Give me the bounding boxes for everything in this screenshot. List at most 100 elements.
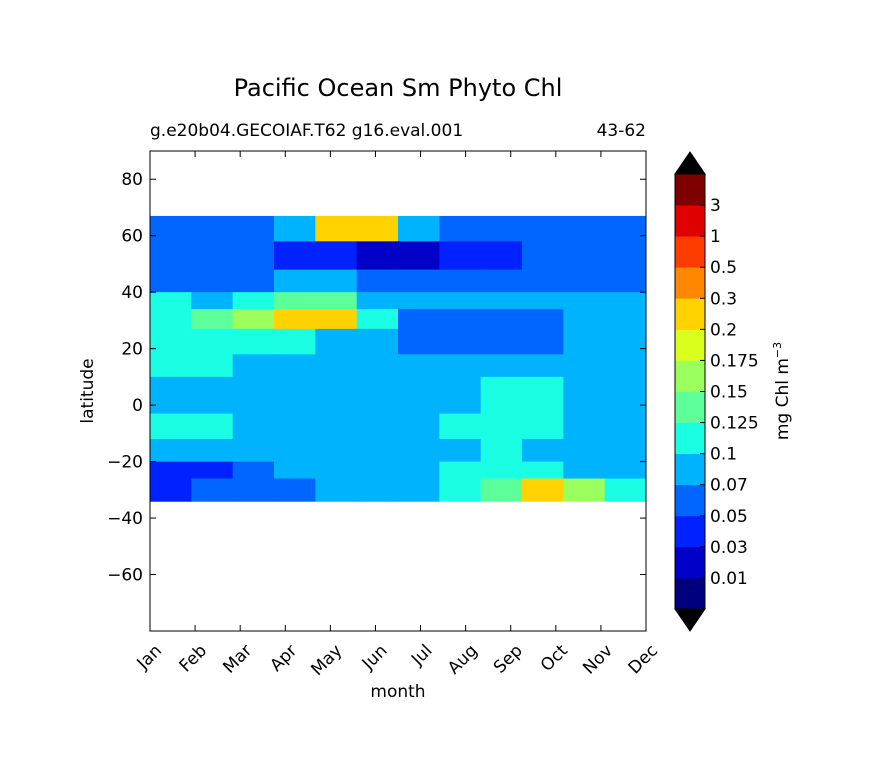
field-cell [398, 354, 440, 378]
field-cell [398, 309, 440, 330]
field-cell [191, 292, 234, 310]
field-cell [398, 376, 440, 415]
x-tick-label: Feb [176, 641, 211, 676]
field-cell [315, 241, 358, 271]
field-cell [522, 292, 564, 310]
x-axis-label: month [370, 682, 426, 702]
field-cell [315, 269, 358, 293]
field-cell [232, 413, 275, 440]
field-cell [439, 376, 482, 415]
colorbar-extend-max [674, 151, 706, 175]
field-cell [356, 354, 399, 378]
field-cell [315, 215, 358, 242]
colorbar-segment [675, 298, 705, 330]
field-cell [604, 439, 646, 463]
field-cell [315, 354, 358, 378]
field-cell [150, 478, 192, 502]
field-cell [563, 461, 606, 480]
field-cell [480, 478, 523, 502]
field-cell [398, 461, 440, 480]
field-cell [191, 376, 234, 415]
field-cell [232, 439, 275, 463]
field-cell [480, 215, 523, 242]
field-cell [522, 461, 564, 480]
field-cell [274, 376, 316, 415]
field-cell [480, 376, 523, 415]
field-cell [604, 292, 646, 310]
field-cell [522, 241, 564, 271]
field-cell [480, 461, 523, 480]
colorbar-tick-label: 0.1 [710, 445, 737, 465]
field-cell [356, 439, 399, 463]
field-cell [439, 241, 482, 271]
field-cell [315, 309, 358, 330]
field-cell [522, 269, 564, 293]
colorbar-tick-label: 0.15 [710, 383, 748, 403]
field-cell [150, 461, 192, 480]
x-tick-label: Oct [537, 641, 572, 676]
field-cell [232, 309, 275, 330]
colorbar-extend-min [674, 608, 706, 632]
field-cell [480, 439, 523, 463]
field-cell [563, 478, 606, 502]
field-cell [150, 354, 192, 378]
field-cell [604, 478, 646, 502]
x-tick-label: Aug [444, 641, 482, 679]
field-cell [150, 439, 192, 463]
field-cell [191, 309, 234, 330]
field-cell [232, 215, 275, 242]
field-cell [356, 478, 399, 502]
x-tick-label: Apr [266, 641, 301, 676]
field-cell [274, 478, 316, 502]
colorbar-segment [675, 422, 705, 455]
y-tick-label: −20 [107, 453, 143, 473]
field-cell [398, 241, 440, 271]
field-cell [563, 215, 606, 242]
field-cell [522, 376, 564, 415]
field-cell [398, 439, 440, 463]
y-axis-ticks: 80 60 40 20 0 −20 −40 −60 [107, 170, 646, 586]
field-cell [191, 354, 234, 378]
field-cell [315, 478, 358, 502]
colorbar-tick-label: 0.175 [710, 351, 759, 371]
colorbar-segment [675, 205, 705, 237]
field-cell [439, 215, 482, 242]
field-cell [191, 215, 234, 242]
field-cell [604, 241, 646, 271]
field-cell [191, 461, 234, 480]
field-cell [150, 413, 192, 440]
y-tick-label: 60 [121, 227, 143, 247]
colorbar-tick-label: 0.03 [710, 538, 748, 558]
colorbar-segment [675, 515, 705, 548]
field-cell [274, 354, 316, 378]
field-cell [604, 328, 646, 355]
colorbar-segment [675, 546, 705, 579]
field-cell [274, 439, 316, 463]
colorbar-tick-label: 0.05 [710, 507, 748, 527]
field-cell [522, 439, 564, 463]
field-cell [522, 328, 564, 355]
field-cell [398, 478, 440, 502]
field-cell [356, 376, 399, 415]
plot-frame [149, 150, 647, 632]
field-cell [398, 413, 440, 440]
colorbar-tick-label: 1 [710, 227, 721, 247]
field-cell [563, 309, 606, 330]
field-cell [274, 292, 316, 310]
colorbar-tick-label: 0.2 [710, 320, 737, 340]
field-cell [356, 269, 399, 293]
field-cell [522, 478, 564, 502]
field-cell [604, 461, 646, 480]
field-cell [439, 354, 482, 378]
field-cell [232, 328, 275, 355]
y-tick-label: −40 [107, 509, 143, 529]
field-cell [439, 328, 482, 355]
field-cell [563, 241, 606, 271]
field-cell [150, 376, 192, 415]
field-cell [398, 292, 440, 310]
field-cell [150, 269, 192, 293]
x-tick-label: Jun [358, 641, 392, 675]
field-cell [563, 439, 606, 463]
field-cell [439, 269, 482, 293]
